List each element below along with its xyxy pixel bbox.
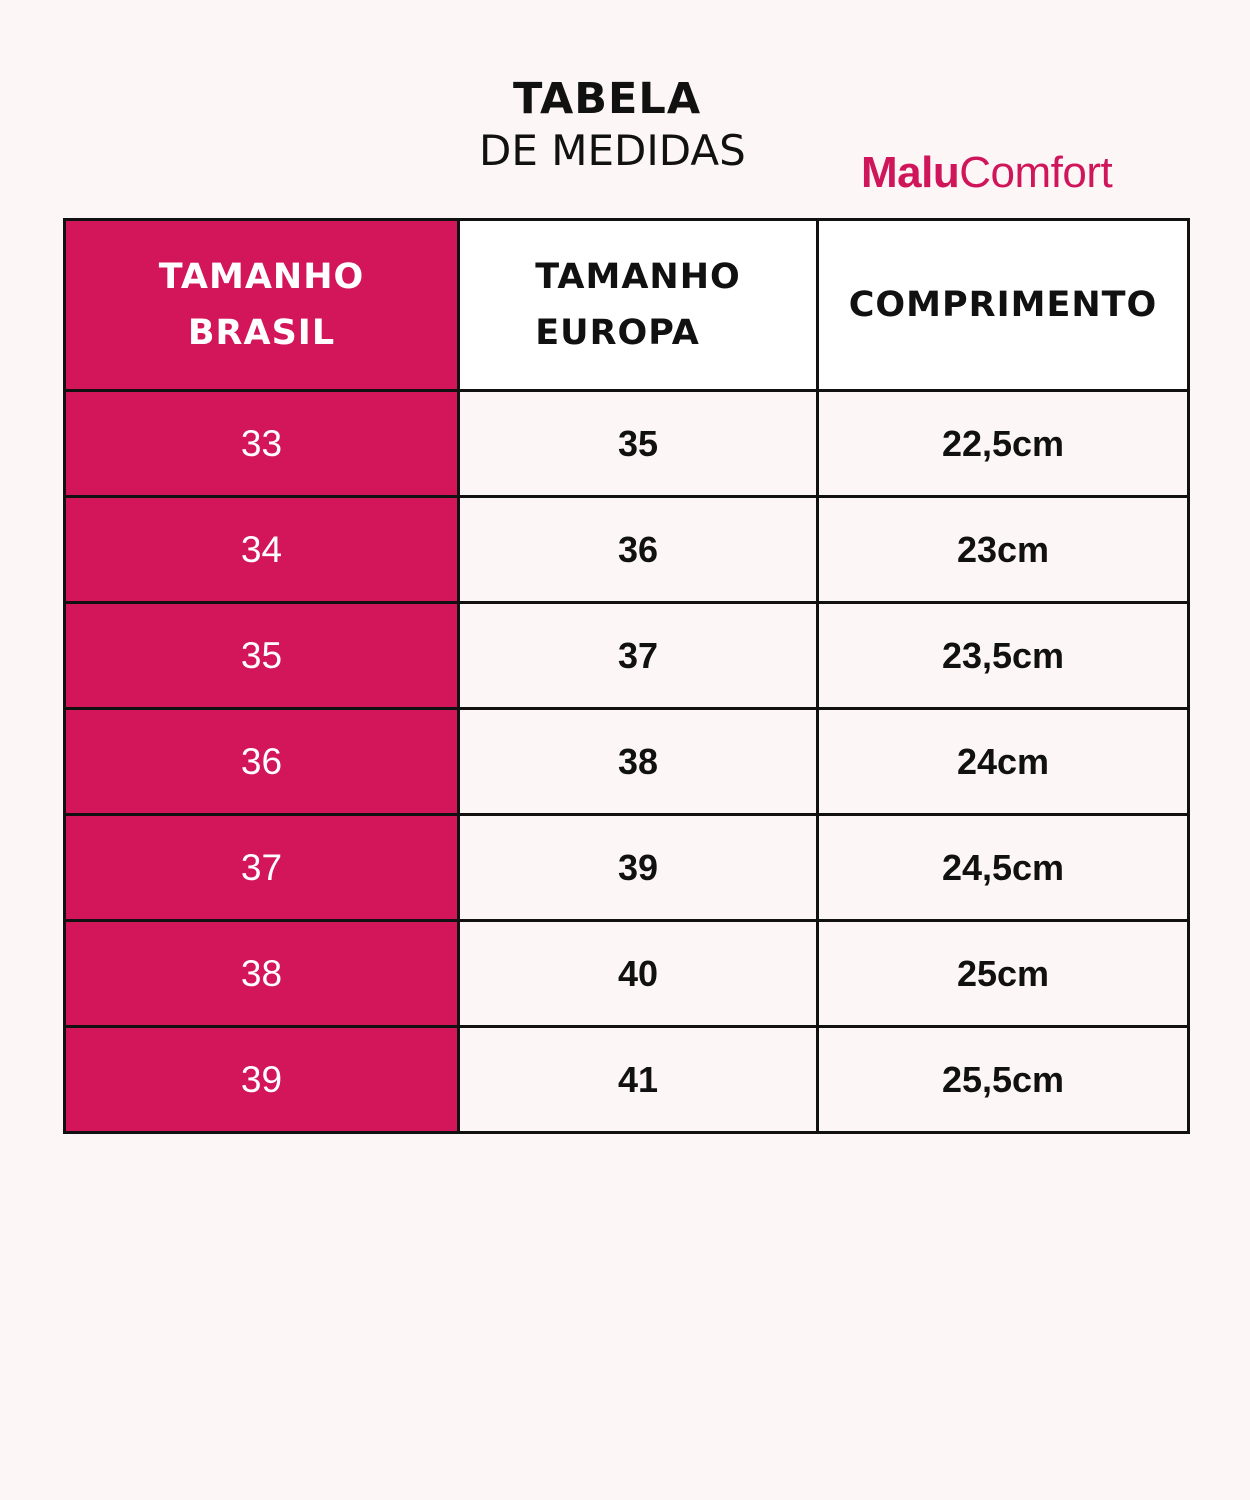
table-row: 35 37 23,5cm xyxy=(63,601,1190,710)
header-tamanho-europa-line2: EUROPA xyxy=(535,313,700,353)
cell-tamanho-brasil: 39 xyxy=(63,1025,460,1134)
cell-comprimento: 23cm xyxy=(816,495,1190,604)
header-tamanho-brasil: TAMANHO BRASIL xyxy=(63,218,460,392)
cell-comprimento: 24,5cm xyxy=(816,813,1190,922)
table-row: 34 36 23cm xyxy=(63,495,1190,604)
cell-comprimento: 25,5cm xyxy=(816,1025,1190,1134)
brand-logo: MaluComfort xyxy=(861,148,1113,198)
page-subtitle: DE MEDIDAS xyxy=(479,126,746,175)
cell-tamanho-brasil: 33 xyxy=(63,389,460,498)
page-title: TABELA xyxy=(513,74,702,124)
brand-logo-light: Comfort xyxy=(959,148,1113,197)
cell-tamanho-brasil: 35 xyxy=(63,601,460,710)
cell-comprimento: 22,5cm xyxy=(816,389,1190,498)
cell-tamanho-europa: 38 xyxy=(457,707,819,816)
header-tamanho-brasil-line1: TAMANHO xyxy=(158,257,365,297)
header-tamanho-brasil-line2: BRASIL xyxy=(187,313,336,353)
header-tamanho-europa: TAMANHO EUROPA xyxy=(457,218,819,392)
cell-tamanho-brasil: 34 xyxy=(63,495,460,604)
table-header-row: TAMANHO BRASIL TAMANHO EUROPA COMPRIMENT… xyxy=(63,218,1190,392)
cell-tamanho-europa: 37 xyxy=(457,601,819,710)
cell-tamanho-europa: 40 xyxy=(457,919,819,1028)
cell-tamanho-europa: 35 xyxy=(457,389,819,498)
cell-tamanho-europa: 36 xyxy=(457,495,819,604)
cell-comprimento: 25cm xyxy=(816,919,1190,1028)
cell-tamanho-europa: 41 xyxy=(457,1025,819,1134)
cell-comprimento: 23,5cm xyxy=(816,601,1190,710)
header-comprimento: COMPRIMENTO xyxy=(816,218,1190,392)
cell-comprimento: 24cm xyxy=(816,707,1190,816)
table-row: 33 35 22,5cm xyxy=(63,389,1190,498)
table-row: 37 39 24,5cm xyxy=(63,813,1190,922)
table-row: 39 41 25,5cm xyxy=(63,1025,1190,1134)
cell-tamanho-brasil: 36 xyxy=(63,707,460,816)
cell-tamanho-europa: 39 xyxy=(457,813,819,922)
size-table: TAMANHO BRASIL TAMANHO EUROPA COMPRIMENT… xyxy=(63,218,1190,1134)
header-tamanho-europa-line1: TAMANHO xyxy=(535,257,741,297)
table-row: 36 38 24cm xyxy=(63,707,1190,816)
table-row: 38 40 25cm xyxy=(63,919,1190,1028)
cell-tamanho-brasil: 37 xyxy=(63,813,460,922)
cell-tamanho-brasil: 38 xyxy=(63,919,460,1028)
brand-logo-bold: Malu xyxy=(861,148,960,197)
